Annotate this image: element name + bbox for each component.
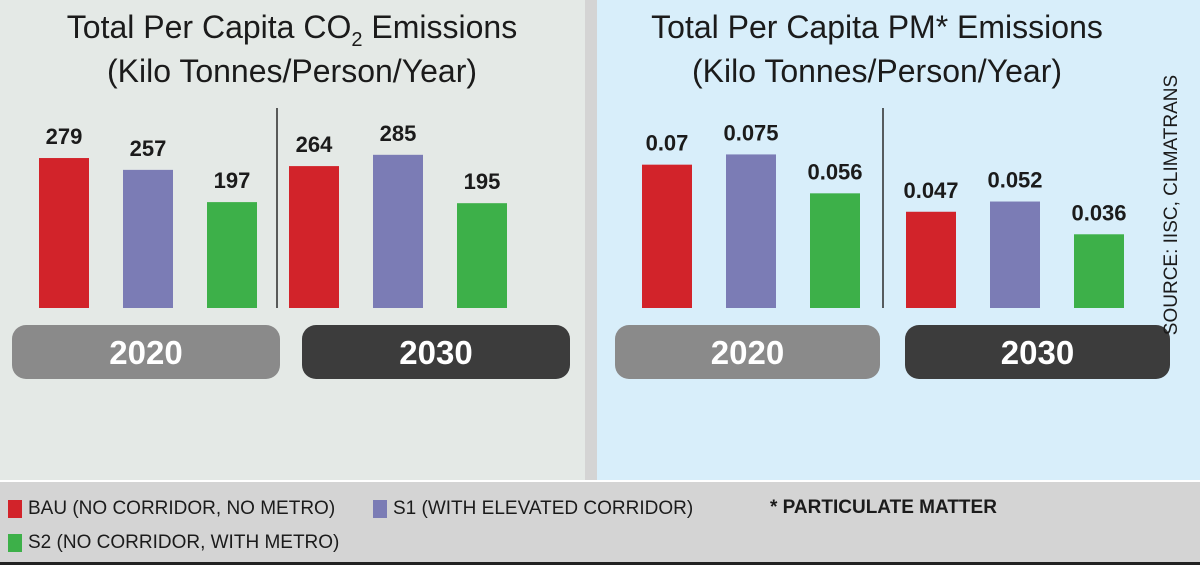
legend-label-bau: BAU (NO CORRIDOR, NO METRO) <box>28 498 336 519</box>
pm-value-label-bau-2020: 0.07 <box>646 131 689 156</box>
pm-title-line1: Total Per Capita PM* Emissions <box>651 9 1103 45</box>
legend-swatch-s1 <box>373 500 387 518</box>
pm-value-label-bau-2030: 0.047 <box>903 178 958 203</box>
pm-value-label-s1-2030: 0.052 <box>987 168 1042 193</box>
co2-value-label-s2-2020: 197 <box>214 168 251 193</box>
legend: BAU (NO CORRIDOR, NO METRO) S1 (WITH ELE… <box>0 480 1200 565</box>
pm-year-label-2020: 2020 <box>711 334 784 371</box>
co2-bar-s2-2020 <box>207 202 257 308</box>
pm-value-label-s2-2020: 0.056 <box>807 159 862 184</box>
pm-bar-s1-2030 <box>990 201 1040 308</box>
pm-bar-s1-2020 <box>726 154 776 308</box>
source-credit: SOURCE: IISC, CLIMATRANS <box>1161 74 1182 336</box>
pm-year-label-2030: 2030 <box>1001 334 1074 371</box>
pm-bar-s2-2030 <box>1074 234 1124 308</box>
pm-bar-bau-2030 <box>906 211 956 308</box>
co2-chart-panel: Total Per Capita CO2 Emissions (Kilo Tonn… <box>0 0 585 480</box>
co2-year-pill-2020 <box>12 325 280 379</box>
co2-value-label-s2-2030: 195 <box>464 169 501 194</box>
pm-year-pill-2020 <box>615 325 880 379</box>
pm-bar-s2-2020 <box>810 193 860 308</box>
legend-item-s1: S1 (WITH ELEVATED CORRIDOR) <box>373 498 693 520</box>
pm-value-label-s1-2020: 0.075 <box>723 120 778 145</box>
co2-bar-s1-2020 <box>123 169 173 308</box>
co2-year-pill-2030 <box>302 325 570 379</box>
co2-bar-bau-2030 <box>289 166 339 308</box>
pm-bar-bau-2020 <box>642 164 692 308</box>
co2-year-label-2020: 2020 <box>109 334 182 371</box>
pm-chart: Total Per Capita PM* Emissions (Kilo Tonn… <box>615 9 1170 379</box>
co2-title-line2: (Kilo Tonnes/Person/Year) <box>107 53 477 89</box>
co2-value-label-s1-2020: 257 <box>130 136 167 161</box>
legend-label-s1: S1 (WITH ELEVATED CORRIDOR) <box>393 498 694 519</box>
co2-bar-s1-2030 <box>373 154 423 308</box>
co2-bar-s2-2030 <box>457 203 507 308</box>
legend-item-s2: S2 (NO CORRIDOR, WITH METRO) <box>8 532 339 554</box>
pm-year-pill-2030 <box>905 325 1170 379</box>
bottom-rule <box>0 562 1200 565</box>
co2-value-label-bau-2020: 279 <box>46 124 83 149</box>
co2-title-line1: Total Per Capita CO2 Emissions <box>67 9 517 51</box>
co2-bar-bau-2020 <box>39 158 89 308</box>
legend-swatch-bau <box>8 500 22 518</box>
legend-item-bau: BAU (NO CORRIDOR, NO METRO) <box>8 498 335 520</box>
legend-label-s2: S2 (NO CORRIDOR, WITH METRO) <box>28 532 340 553</box>
legend-swatch-s2 <box>8 534 22 552</box>
co2-year-label-2030: 2030 <box>399 334 472 371</box>
co2-value-label-s1-2030: 285 <box>380 121 417 146</box>
co2-value-label-bau-2030: 264 <box>296 132 333 157</box>
pm-chart-panel: Total Per Capita PM* Emissions (Kilo Tonn… <box>597 0 1200 480</box>
pm-title-line2: (Kilo Tonnes/Person/Year) <box>692 53 1062 89</box>
co2-chart: Total Per Capita CO2 Emissions(Kilo Tonn… <box>12 9 570 379</box>
pm-value-label-s2-2030: 0.036 <box>1071 200 1126 225</box>
footnote: * PARTICULATE MATTER <box>770 497 997 518</box>
